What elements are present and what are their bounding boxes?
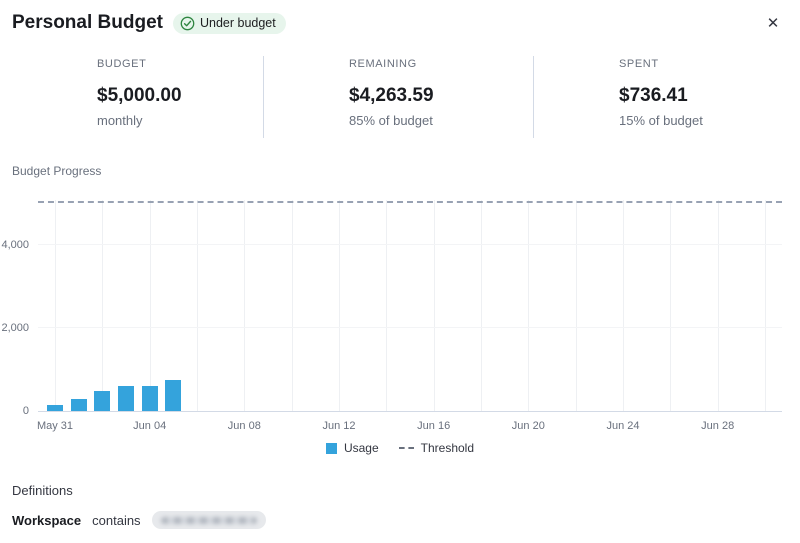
stat-remaining-label: REMAINING: [349, 58, 417, 70]
y-axis-label: 0: [22, 405, 29, 417]
usage-bar: [118, 386, 134, 411]
stat-spent-sub: 15% of budget: [619, 113, 703, 128]
y-axis-label: 2,000: [1, 321, 29, 334]
stat-remaining-value: $4,263.59: [349, 85, 434, 106]
chart-vertical-gridline: [386, 200, 388, 411]
usage-swatch-icon: [325, 442, 337, 454]
budget-progress-chart: 0 2,000 4,000 May 31 Jun 04 Jun 08 Jun 12 Jun …: [1, 200, 782, 437]
chart-horizontal-gridline: [38, 243, 782, 245]
chart-vertical-gridline: [433, 200, 435, 411]
stat-budget-sub: monthly: [97, 113, 143, 128]
x-axis-label: Jun 24: [606, 420, 640, 432]
stat-budget-label: BUDGET: [97, 58, 147, 70]
threshold-line: [38, 200, 782, 203]
legend-threshold-label: Threshold: [420, 441, 475, 455]
budget-stats: BUDGET $5,000.00 monthly REMAINING $4,26…: [12, 56, 788, 138]
chart-section-title: Budget Progress: [12, 164, 102, 178]
definition-value-redacted: [151, 511, 266, 529]
usage-bar: [141, 385, 158, 411]
legend-item-usage[interactable]: Usage: [325, 441, 379, 455]
stat-spent: SPENT $736.41 15% of budget: [533, 56, 788, 138]
stat-remaining-sub: 85% of budget: [349, 113, 433, 128]
stat-budget: BUDGET $5,000.00 monthly: [12, 56, 263, 138]
chart-legend: Usage Threshold: [12, 441, 788, 455]
chart-vertical-gridline: [291, 200, 293, 411]
stat-spent-value: $736.41: [619, 85, 688, 106]
chart-vertical-gridline: [623, 200, 624, 411]
chart-vertical-gridline: [528, 200, 530, 411]
close-button[interactable]: ✕: [762, 12, 784, 34]
legend-usage-label: Usage: [343, 441, 379, 455]
chart-plot: 0 2,000 4,000: [1, 200, 782, 417]
usage-bar: [47, 404, 63, 411]
y-axis-label: 4,000: [1, 238, 29, 251]
close-icon: ✕: [766, 15, 780, 32]
header: Personal Budget Under budget: [12, 12, 788, 34]
x-axis-label: Jun 28: [701, 420, 735, 432]
x-axis-label: Jun 16: [417, 420, 451, 432]
usage-bar: [165, 380, 182, 411]
x-axis-label: May 31: [36, 420, 74, 432]
definitions-section: Definitions Workspace contains: [12, 483, 788, 529]
x-axis-label: Jun 12: [322, 420, 356, 432]
x-axis-label: Jun 04: [133, 420, 167, 432]
chart-vertical-gridline: [55, 200, 56, 411]
chart-x-axis: May 31 Jun 04 Jun 08 Jun 12 Jun 16 Jun 20 Jun …: [36, 417, 782, 437]
threshold-dash-icon: [398, 447, 414, 449]
status-badge-label: Under budget: [199, 15, 276, 30]
x-axis-label: Jun 08: [227, 420, 261, 432]
definition-field: Workspace: [12, 512, 82, 528]
chart-vertical-gridline: [481, 200, 482, 411]
chart-vertical-gridline: [765, 200, 766, 411]
chart-vertical-gridline: [149, 200, 151, 411]
chart-vertical-gridline: [717, 200, 719, 411]
chart-vertical-gridline: [102, 200, 104, 411]
stat-remaining: REMAINING $4,263.59 85% of budget: [263, 56, 533, 138]
usage-bar: [94, 391, 111, 411]
legend-item-threshold[interactable]: Threshold: [398, 441, 475, 455]
redacted-text: [160, 516, 257, 524]
chart-vertical-gridline: [575, 200, 577, 411]
stat-budget-value: $5,000.00: [97, 85, 182, 106]
definition-operator: contains: [92, 512, 141, 528]
chart-vertical-gridline: [244, 200, 246, 411]
definition-row: Workspace contains: [12, 511, 788, 529]
usage-bar: [70, 398, 87, 411]
definitions-title: Definitions: [12, 483, 73, 498]
x-axis-label: Jun 20: [511, 420, 545, 432]
page-title: Personal Budget: [12, 12, 163, 33]
chart-vertical-gridline: [197, 200, 198, 411]
chart-horizontal-gridline: [38, 326, 782, 328]
check-circle-icon: [180, 16, 195, 31]
chart-vertical-gridline: [339, 200, 340, 411]
chart-vertical-gridline: [670, 200, 672, 411]
stat-spent-label: SPENT: [619, 58, 659, 70]
status-badge: Under budget: [172, 12, 286, 34]
